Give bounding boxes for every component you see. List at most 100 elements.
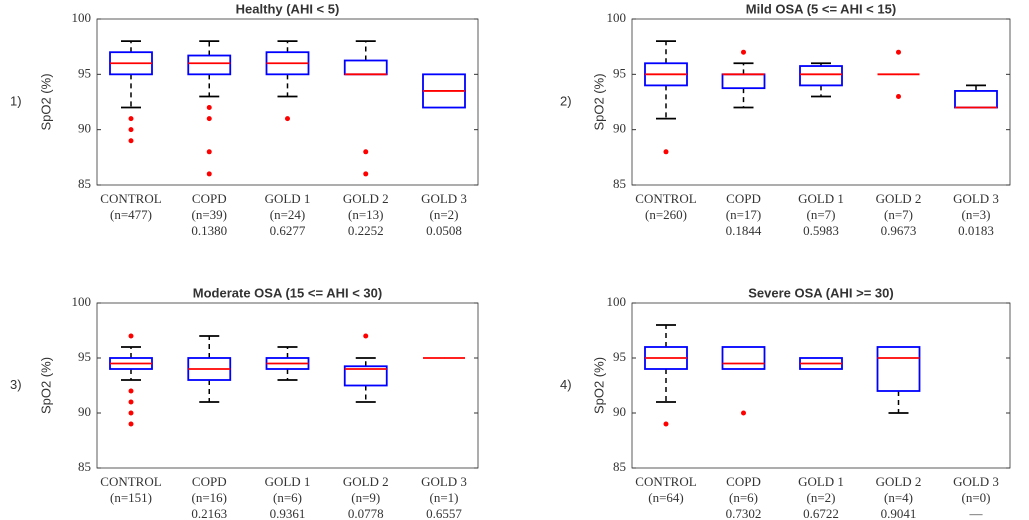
x-tick-label: GOLD 3 bbox=[953, 191, 999, 206]
outlier bbox=[128, 388, 134, 394]
y-tick-label: 90 bbox=[613, 121, 626, 136]
n-label: (n=7) bbox=[807, 207, 836, 222]
y-axis-label: SpO2 (%) bbox=[38, 73, 53, 130]
y-tick-label: 90 bbox=[78, 404, 91, 419]
p-value: — bbox=[969, 506, 984, 520]
n-label: (n=64) bbox=[648, 490, 684, 505]
x-tick-label: GOLD 1 bbox=[798, 474, 844, 489]
n-label: (n=17) bbox=[726, 207, 762, 222]
outlier bbox=[128, 127, 134, 133]
panel-title: Mild OSA (5 <= AHI < 15) bbox=[746, 1, 896, 16]
p-value: 0.2252 bbox=[348, 223, 384, 238]
x-tick-label: GOLD 2 bbox=[876, 474, 922, 489]
x-tick-label: GOLD 3 bbox=[953, 474, 999, 489]
plot-frame bbox=[96, 18, 479, 186]
outlier bbox=[206, 171, 212, 177]
y-tick-label: 85 bbox=[613, 459, 626, 474]
outlier bbox=[128, 410, 134, 416]
panel-title: Moderate OSA (15 <= AHI < 30) bbox=[193, 285, 382, 300]
n-label: (n=260) bbox=[645, 207, 687, 222]
p-value: 0.9041 bbox=[881, 506, 917, 520]
outlier bbox=[206, 116, 212, 122]
x-tick-label: CONTROL bbox=[635, 474, 696, 489]
y-tick-label: 100 bbox=[607, 10, 627, 25]
outlier bbox=[363, 333, 369, 339]
x-tick-label: GOLD 1 bbox=[265, 191, 311, 206]
outlier bbox=[741, 49, 746, 55]
n-label: (n=151) bbox=[110, 490, 152, 505]
box bbox=[721, 346, 766, 370]
x-tick-label: GOLD 2 bbox=[343, 191, 389, 206]
x-tick-label: CONTROL bbox=[100, 474, 161, 489]
p-value: 0.2163 bbox=[191, 506, 227, 520]
x-tick-label: GOLD 1 bbox=[265, 474, 311, 489]
outlier bbox=[206, 105, 212, 111]
panel-label: 2) bbox=[560, 93, 572, 108]
box bbox=[876, 346, 921, 392]
box bbox=[343, 365, 388, 387]
y-tick-label: 85 bbox=[78, 459, 91, 474]
outlier bbox=[663, 149, 669, 155]
x-tick-label: GOLD 2 bbox=[876, 191, 922, 206]
n-label: (n=6) bbox=[273, 490, 302, 505]
outlier bbox=[128, 138, 134, 144]
x-tick-label: COPD bbox=[726, 191, 761, 206]
plot-frame bbox=[631, 18, 1011, 186]
p-value: 0.9361 bbox=[270, 506, 306, 520]
outlier bbox=[896, 49, 901, 55]
y-tick-label: 85 bbox=[613, 176, 626, 191]
n-label: (n=13) bbox=[348, 207, 384, 222]
n-label: (n=1) bbox=[430, 490, 459, 505]
n-label: (n=2) bbox=[807, 490, 836, 505]
p-value: 0.1844 bbox=[726, 223, 762, 238]
x-tick-label: COPD bbox=[192, 191, 227, 206]
box bbox=[954, 90, 998, 109]
p-value: 0.6277 bbox=[270, 223, 306, 238]
n-label: (n=3) bbox=[962, 207, 991, 222]
box bbox=[799, 65, 843, 87]
p-value: 0.6557 bbox=[426, 506, 462, 520]
panel-label: 3) bbox=[10, 377, 22, 392]
outlier bbox=[128, 399, 134, 405]
panel-label: 4) bbox=[560, 377, 572, 392]
panel-title: Healthy (AHI < 5) bbox=[236, 1, 340, 16]
y-tick-label: 100 bbox=[72, 294, 92, 309]
p-value: 0.6722 bbox=[803, 506, 839, 520]
box bbox=[721, 73, 766, 90]
plot-frame bbox=[96, 302, 479, 469]
outlier bbox=[128, 333, 134, 339]
y-tick-label: 95 bbox=[78, 349, 91, 364]
p-value: 0.5983 bbox=[803, 223, 839, 238]
panel-label: 1) bbox=[10, 93, 22, 108]
y-tick-label: 95 bbox=[613, 349, 626, 364]
y-tick-label: 100 bbox=[72, 10, 92, 25]
p-value: 0.1380 bbox=[191, 223, 227, 238]
x-tick-label: COPD bbox=[726, 474, 761, 489]
n-label: (n=7) bbox=[884, 207, 913, 222]
p-value: 0.0183 bbox=[958, 223, 994, 238]
n-label: (n=9) bbox=[351, 490, 380, 505]
y-tick-label: 90 bbox=[78, 121, 91, 136]
outlier bbox=[363, 149, 369, 155]
x-tick-label: GOLD 1 bbox=[798, 191, 844, 206]
p-value: 0.9673 bbox=[881, 223, 917, 238]
y-axis-label: SpO2 (%) bbox=[38, 357, 53, 414]
y-tick-label: 95 bbox=[78, 65, 91, 80]
n-label: (n=0) bbox=[962, 490, 991, 505]
y-tick-label: 90 bbox=[613, 404, 626, 419]
p-value: 0.7302 bbox=[726, 506, 762, 520]
y-tick-label: 100 bbox=[607, 294, 627, 309]
outlier bbox=[663, 421, 669, 427]
outlier bbox=[285, 116, 290, 122]
outlier bbox=[896, 93, 901, 99]
p-value: 0.0508 bbox=[426, 223, 462, 238]
x-tick-label: CONTROL bbox=[100, 191, 161, 206]
box bbox=[343, 59, 388, 76]
p-value: 0.0778 bbox=[348, 506, 384, 520]
outlier bbox=[128, 421, 134, 427]
n-label: (n=6) bbox=[729, 490, 758, 505]
outlier bbox=[206, 149, 212, 155]
outlier bbox=[741, 410, 746, 416]
x-tick-label: GOLD 3 bbox=[421, 191, 467, 206]
